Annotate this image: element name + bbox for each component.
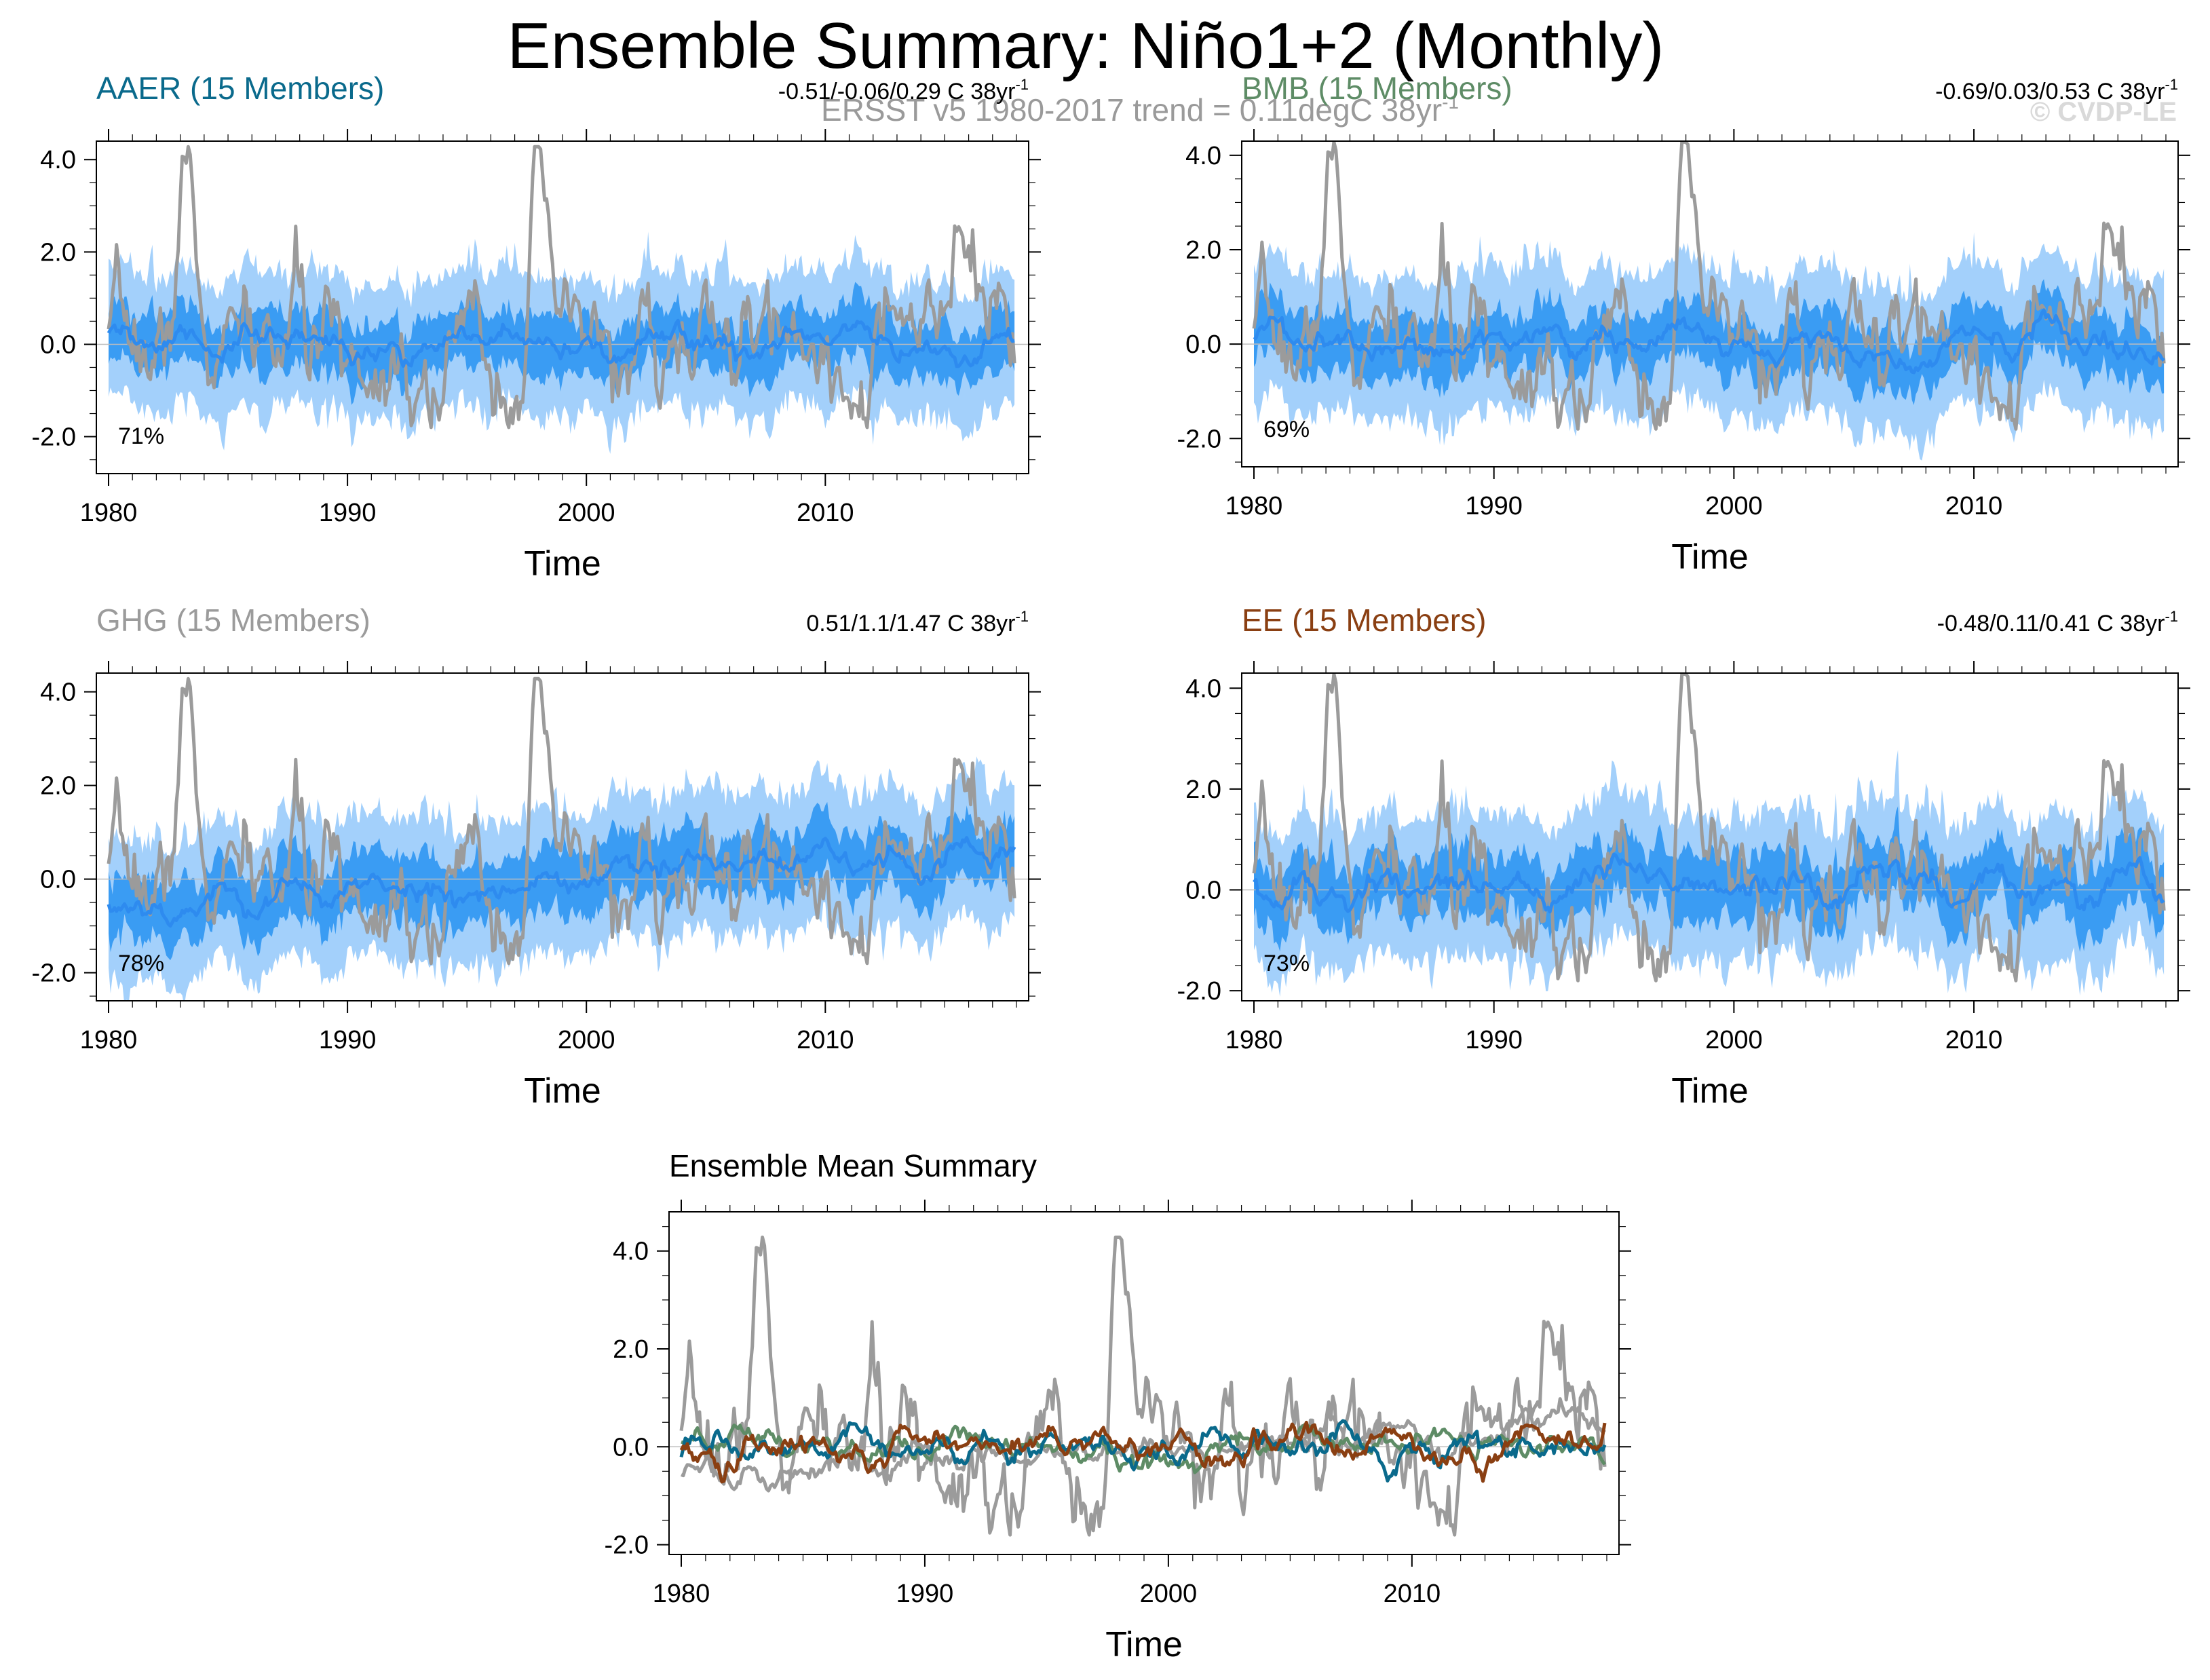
x-tick-label: 2000: [558, 1026, 615, 1054]
panel-title: EE (15 Members): [1242, 603, 1486, 638]
panel-ee: 1980 1990 2000 2010 -2.0 0.0 2.0 4.0 Time EE (15 …: [1177, 603, 2190, 1111]
subtitle-sup: -1: [1442, 92, 1459, 113]
y-tick-label: 2.0: [1185, 776, 1221, 804]
x-tick-label: 1980: [1225, 492, 1283, 520]
x-tick-label: 1990: [896, 1580, 954, 1608]
ensemble-mean-line: [107, 836, 1016, 928]
y-tick-label: -2.0: [1177, 977, 1221, 1006]
y-tick-label: 0.0: [613, 1433, 649, 1462]
panel-title: BMB (15 Members): [1242, 71, 1512, 106]
panel-trend-text: -0.48/0.11/0.41 C 38yr-1: [1937, 608, 2178, 636]
cvdp-watermark: © CVDP-LE: [2030, 97, 2177, 127]
observations-line: [1252, 673, 2166, 982]
x-axis-title: Time: [524, 1071, 601, 1111]
plot-area: [96, 145, 1029, 454]
percent-label: 73%: [1263, 951, 1310, 976]
ensemble-interquartile-band: [109, 802, 1015, 961]
series-line-observations: [679, 1236, 1607, 1537]
x-tick-label: 2010: [1945, 1026, 2003, 1054]
x-tick-label: 1990: [1465, 492, 1523, 520]
panel-mean: 1980 1990 2000 2010 -2.0 0.0 2.0 4.0 Time Ensembl…: [605, 1148, 1631, 1664]
observations-line: [107, 676, 1016, 966]
x-tick-label: 2010: [797, 1026, 854, 1054]
y-tick-label: 4.0: [40, 679, 76, 707]
ensemble-mean-line: [1253, 308, 2165, 375]
x-axis-title: Time: [1105, 1625, 1183, 1664]
x-tick-label: 2000: [1705, 492, 1763, 520]
y-tick-label: 2.0: [40, 238, 76, 267]
y-tick-label: 4.0: [613, 1238, 649, 1266]
x-tick-label: 1980: [80, 1026, 138, 1054]
x-tick-label: 1990: [319, 499, 377, 527]
percent-label: 69%: [1263, 417, 1310, 442]
y-tick-label: 0.0: [1185, 330, 1221, 359]
x-tick-label: 2000: [1140, 1580, 1198, 1608]
panel-trend-text: -0.51/-0.06/0.29 C 38yr-1: [778, 76, 1029, 104]
series-line-aaer: [679, 1419, 1607, 1483]
x-tick-label: 1980: [1225, 1026, 1283, 1054]
y-tick-label: 4.0: [40, 146, 76, 174]
plot-area: [1242, 673, 2178, 997]
y-tick-label: -2.0: [1177, 425, 1221, 453]
y-tick-label: -2.0: [605, 1531, 649, 1560]
panels: 1980 1990 2000 2010 -2.0 0.0 2.0 4.0 Time AAER (1…: [32, 71, 2190, 1664]
trend-value: -0.69/0.03/0.53 C 38yr: [1935, 79, 2165, 104]
ensemble-interquartile-band: [1254, 806, 2165, 952]
x-tick-label: 1980: [653, 1580, 710, 1608]
plot-area: [96, 676, 1029, 1001]
figure-title: Ensemble Summary: Niño1+2 (Monthly): [508, 9, 1664, 82]
trend-value: 0.51/1.1/1.47 C 38yr: [806, 611, 1015, 636]
ensemble-mean-line: [107, 318, 1015, 368]
x-tick-label: 1990: [1465, 1026, 1523, 1054]
y-tick-label: 4.0: [1185, 674, 1221, 703]
x-axis-title: Time: [1671, 537, 1749, 577]
ensemble-mean-line: [1253, 852, 2165, 914]
x-tick-label: 2010: [797, 499, 854, 527]
y-tick-label: 2.0: [1185, 236, 1221, 265]
x-axis-title: Time: [1671, 1071, 1749, 1111]
y-tick-label: -2.0: [32, 423, 76, 452]
y-tick-label: -2.0: [32, 959, 76, 988]
panel-aaer: 1980 1990 2000 2010 -2.0 0.0 2.0 4.0 Time AAER (1…: [32, 71, 1041, 584]
panel-bmb: 1980 1990 2000 2010 -2.0 0.0 2.0 4.0 Time BMB (15…: [1177, 71, 2190, 577]
trend-sup: -1: [2165, 76, 2178, 93]
subtitle-text: ERSST v5 1980-2017 trend = 0.11degC 38yr: [821, 92, 1442, 128]
panel-ghg: 1980 1990 2000 2010 -2.0 0.0 2.0 4.0 Time GHG (15…: [32, 603, 1041, 1111]
panel-trend-text: -0.69/0.03/0.53 C 38yr-1: [1935, 76, 2178, 104]
x-tick-label: 2010: [1384, 1580, 1441, 1608]
trend-sup: -1: [1015, 608, 1029, 625]
ensemble-interquartile-band: [109, 282, 1015, 405]
series-line-ee: [679, 1420, 1607, 1484]
y-tick-label: 0.0: [1185, 877, 1221, 905]
percent-label: 71%: [118, 423, 164, 449]
x-tick-label: 2000: [558, 499, 615, 527]
trend-sup: -1: [2165, 608, 2178, 625]
x-tick-label: 2010: [1945, 492, 2003, 520]
x-tick-label: 2000: [1705, 1026, 1763, 1054]
percent-label: 78%: [118, 951, 164, 976]
trend-value: -0.51/-0.06/0.29 C 38yr: [778, 79, 1016, 104]
observations-line: [1252, 141, 2166, 431]
x-tick-label: 1980: [80, 499, 138, 527]
figure-subtitle: ERSST v5 1980-2017 trend = 0.11degC 38yr…: [821, 92, 1459, 128]
y-tick-label: 0.0: [40, 866, 76, 894]
trend-value: -0.48/0.11/0.41 C 38yr: [1937, 611, 2165, 636]
plot-area: [1242, 141, 2178, 461]
plot-area: [669, 1236, 1619, 1537]
panel-title: AAER (15 Members): [96, 71, 384, 106]
x-axis-title: Time: [524, 544, 601, 584]
panel-title: GHG (15 Members): [96, 603, 370, 638]
y-tick-label: 2.0: [40, 772, 76, 801]
panel-title: Ensemble Mean Summary: [669, 1148, 1037, 1183]
y-tick-label: 0.0: [40, 330, 76, 359]
y-tick-label: 2.0: [613, 1335, 649, 1364]
y-tick-label: 4.0: [1185, 142, 1221, 170]
x-tick-label: 1990: [319, 1026, 377, 1054]
trend-sup: -1: [1015, 76, 1029, 93]
panel-trend-text: 0.51/1.1/1.47 C 38yr-1: [806, 608, 1029, 636]
